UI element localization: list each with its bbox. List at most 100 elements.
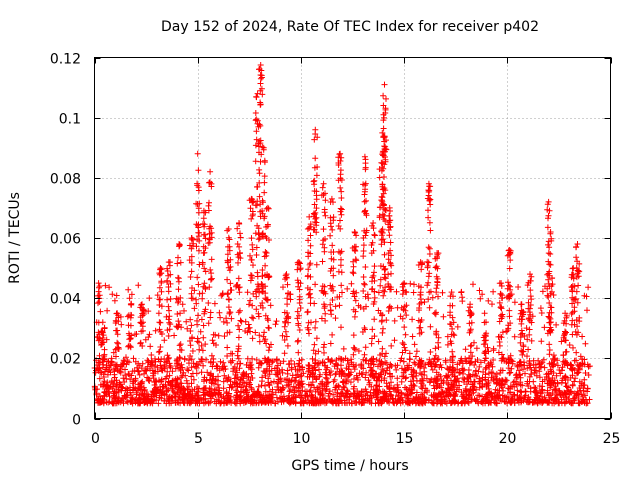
data-point [100, 371, 107, 378]
data-point [394, 375, 401, 382]
data-point [200, 231, 207, 238]
data-point [140, 319, 146, 326]
data-point [361, 198, 368, 205]
data-point [558, 392, 564, 399]
data-point [344, 387, 350, 394]
data-point [511, 299, 518, 306]
data-point [207, 276, 214, 283]
data-point [469, 381, 476, 388]
data-point [242, 387, 249, 394]
data-point [231, 375, 238, 382]
data-point [391, 337, 398, 344]
data-point [329, 397, 336, 404]
data-point [214, 381, 221, 388]
data-point [109, 291, 116, 298]
data-point [557, 370, 564, 377]
data-point [296, 327, 303, 333]
data-point [342, 393, 349, 400]
data-point [479, 398, 486, 405]
data-point [574, 241, 581, 247]
data-point [201, 280, 208, 287]
data-point [146, 295, 153, 302]
data-point [339, 289, 345, 296]
data-point [381, 174, 387, 180]
data-point [547, 392, 554, 398]
data-point [290, 383, 297, 390]
data-point [209, 337, 216, 344]
data-point [158, 395, 165, 402]
data-point [335, 400, 342, 407]
data-point [488, 374, 495, 381]
data-point [227, 280, 234, 287]
data-point [125, 330, 132, 337]
data-point [432, 345, 439, 352]
data-point [380, 361, 386, 368]
data-point [292, 399, 299, 406]
data-point [439, 289, 446, 296]
data-point [503, 358, 510, 365]
data-point [113, 318, 120, 325]
data-point [305, 381, 312, 388]
data-point [567, 362, 574, 369]
data-point [484, 344, 491, 351]
data-point [180, 369, 187, 376]
data-point [438, 364, 445, 371]
data-point [401, 344, 408, 351]
data-point [426, 251, 433, 257]
data-point [256, 394, 263, 401]
data-point [127, 314, 134, 321]
data-point [195, 312, 201, 319]
data-point [253, 293, 260, 300]
data-point [136, 371, 143, 378]
y-tick-label: 0.04 [50, 292, 81, 308]
data-point [125, 322, 132, 329]
data-point [227, 381, 234, 388]
data-point [299, 384, 306, 390]
data-point [558, 338, 565, 345]
data-point [234, 389, 241, 396]
data-point [281, 396, 288, 402]
data-point [210, 359, 217, 366]
data-point [254, 388, 261, 395]
data-point [168, 394, 175, 401]
data-point [327, 340, 334, 347]
data-point [520, 397, 527, 404]
data-point [125, 343, 132, 350]
data-point [161, 397, 168, 404]
data-point [194, 236, 201, 243]
data-point [306, 213, 313, 220]
data-point [388, 270, 394, 277]
data-point [99, 319, 106, 326]
data-point [253, 116, 260, 123]
data-point [505, 396, 512, 403]
data-point [485, 385, 492, 392]
data-point [342, 380, 349, 387]
data-point [390, 399, 397, 406]
data-point [256, 338, 263, 345]
data-point [338, 195, 345, 201]
data-point [511, 333, 518, 340]
data-point [545, 370, 552, 377]
data-point [419, 385, 426, 392]
data-point [388, 342, 395, 349]
data-point [451, 397, 458, 403]
data-point [224, 353, 231, 359]
data-point [407, 378, 414, 385]
data-point [274, 367, 281, 374]
data-point [150, 389, 157, 396]
data-point [164, 265, 171, 272]
data-point [205, 400, 212, 407]
data-point [167, 271, 174, 278]
data-point [175, 323, 182, 330]
data-point [135, 368, 142, 375]
data-point [158, 279, 165, 286]
data-point [380, 125, 387, 132]
data-point [350, 270, 357, 277]
data-point [115, 346, 122, 352]
data-point [514, 363, 521, 370]
data-point [279, 332, 286, 339]
data-point [581, 376, 588, 383]
data-point [207, 371, 214, 378]
data-point [174, 324, 181, 331]
data-point [435, 344, 442, 351]
